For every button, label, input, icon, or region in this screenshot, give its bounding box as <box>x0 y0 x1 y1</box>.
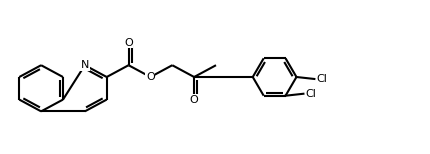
Text: O: O <box>124 38 133 48</box>
Text: N: N <box>81 60 89 70</box>
Text: Cl: Cl <box>305 89 316 99</box>
Text: Cl: Cl <box>316 74 327 84</box>
Text: O: O <box>190 95 199 105</box>
Text: O: O <box>146 72 155 82</box>
